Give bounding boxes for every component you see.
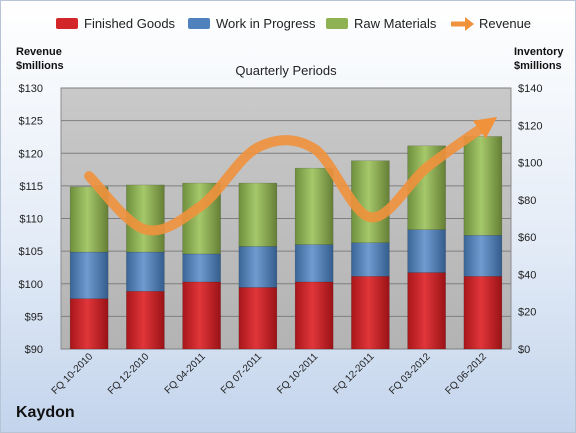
bar-finished-goods	[351, 276, 390, 350]
bar-work-in-progress	[182, 253, 221, 283]
x-tick-label: FQ 03-2012	[387, 351, 433, 397]
right-tick-label: $100	[518, 158, 542, 170]
left-tick-label: $115	[19, 181, 43, 193]
left-tick-label: $100	[19, 279, 43, 291]
x-tick-label: FQ 12-2010	[106, 351, 152, 397]
x-tick-label: FQ 10-2010	[50, 351, 96, 397]
bar-finished-goods	[463, 276, 503, 350]
x-tick-label: FQ 12-2011	[332, 351, 377, 396]
bar-raw-materials	[238, 182, 278, 247]
company-name: Kaydon	[16, 404, 75, 421]
left-axis-title-line-1: Revenue	[16, 46, 62, 58]
bar-work-in-progress	[407, 229, 446, 273]
chart-title: Quarterly Periods	[235, 63, 337, 78]
legend-swatch-raw-materials	[326, 18, 348, 29]
right-tick-label: $80	[518, 195, 536, 207]
right-axis-title: Inventory $millions	[514, 45, 564, 73]
legend-label-raw-materials: Raw Materials	[354, 16, 437, 31]
bar-finished-goods	[407, 272, 446, 350]
right-tick-label: $40	[518, 269, 536, 281]
left-tick-label: $105	[19, 246, 43, 258]
right-axis-title-line-2: $millions	[514, 60, 562, 72]
right-tick-label: $20	[518, 307, 536, 319]
bar-work-in-progress	[69, 251, 109, 299]
x-tick-label: FQ 10-2011	[275, 351, 320, 396]
left-tick-label: $125	[19, 116, 43, 128]
legend-swatch-finished-goods	[56, 18, 78, 29]
bar-raw-materials	[69, 186, 109, 253]
right-tick-label: $140	[518, 83, 542, 95]
bar-finished-goods	[238, 287, 278, 350]
bar-finished-goods	[69, 298, 109, 350]
legend-arrow-revenue	[451, 17, 474, 31]
left-tick-label: $110	[19, 214, 43, 226]
left-tick-label: $120	[19, 148, 43, 160]
left-tick-label: $95	[25, 311, 43, 323]
left-axis-title: Revenue $millions	[16, 45, 64, 73]
bar-raw-materials	[463, 136, 503, 236]
legend: Finished Goods Work in Progress Raw Mate…	[56, 15, 556, 33]
right-tick-label: $0	[518, 344, 530, 356]
x-tick-label: FQ 07-2011	[219, 351, 264, 396]
bar-finished-goods	[126, 290, 165, 350]
legend-label-revenue: Revenue	[479, 16, 532, 31]
left-tick-label: $130	[19, 83, 43, 95]
bar-raw-materials	[294, 167, 334, 245]
bar-work-in-progress	[463, 235, 503, 277]
left-tick-label: $90	[25, 344, 43, 356]
bar-work-in-progress	[238, 246, 278, 288]
legend-swatch-work-in-progress	[188, 18, 210, 29]
left-axis-title-line-2: $millions	[16, 60, 64, 72]
bar-finished-goods	[182, 281, 221, 350]
right-tick-label: $120	[518, 120, 542, 132]
legend-label-finished-goods: Finished Goods	[84, 16, 176, 31]
bar-work-in-progress	[126, 251, 165, 292]
bar-work-in-progress	[351, 242, 390, 277]
x-tick-label: FQ 04-2011	[163, 351, 208, 396]
legend-label-work-in-progress: Work in Progress	[216, 16, 316, 31]
right-tick-label: $60	[518, 232, 536, 244]
right-axis-title-line-1: Inventory	[514, 46, 564, 58]
x-tick-label: FQ 06-2012	[443, 351, 489, 397]
revenue-line	[84, 116, 498, 236]
bar-work-in-progress	[294, 244, 334, 283]
bar-finished-goods	[294, 281, 334, 350]
